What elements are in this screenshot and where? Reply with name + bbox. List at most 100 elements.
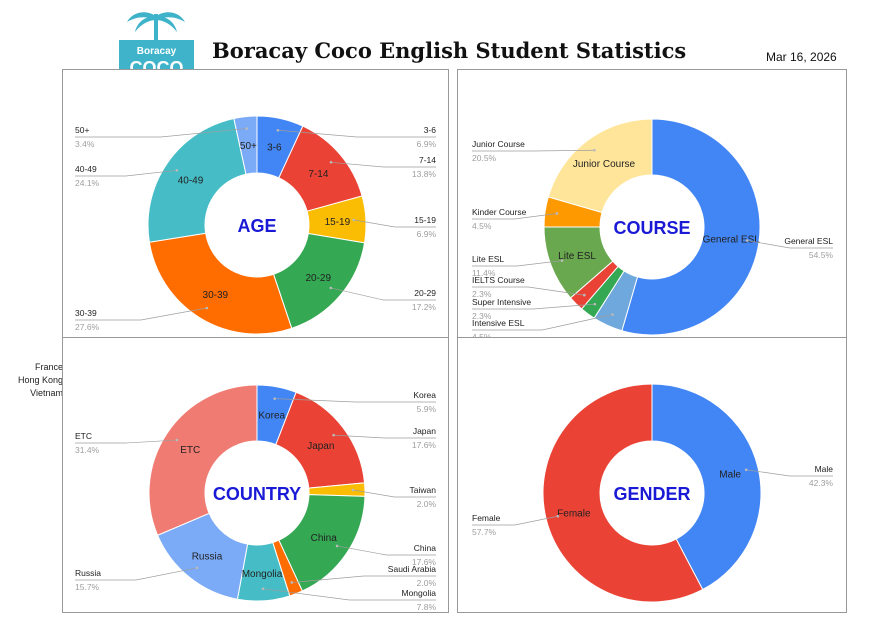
leader-line-intensive-esl	[472, 314, 613, 331]
report-date: Mar 16, 2026	[766, 50, 837, 64]
outer-label-kinder-course: Kinder Course	[472, 207, 527, 217]
slice-40-49	[147, 117, 247, 243]
outer-value-japan: 17.6%	[412, 440, 437, 450]
slice-label-junior-course: Junior Course	[573, 159, 636, 170]
outer-value-20-29: 17.2%	[412, 302, 437, 312]
outer-label-lite-esl: Lite ESL	[472, 254, 504, 264]
labels: General ESL General ESL 54.5% Intensive ESL…	[472, 139, 833, 342]
leader-line-ielts-course	[472, 286, 585, 296]
outer-label-saudi-arabia: Saudi Arabia	[388, 564, 436, 574]
donut-hole	[601, 176, 703, 278]
outer-label-korea: Korea	[413, 390, 436, 400]
leader-line-lite-esl	[472, 260, 563, 267]
age-chart-panel: 3-6 3-6 6.9% 7-14 7-14 13.8% 15-19 15-19 6.9% 20-…	[62, 69, 449, 341]
leader-dot-female	[556, 514, 560, 518]
leader-dot-super-intensive	[593, 302, 597, 306]
page-title: Boracay Coco English Student Statistics	[212, 38, 687, 63]
outer-label-china: China	[414, 543, 436, 553]
slices	[147, 115, 367, 335]
leader-dot-general-esl	[745, 239, 749, 242]
outer-value-mongolia: 7.8%	[417, 602, 437, 612]
outer-value-saudi-arabia: 2.0%	[417, 578, 437, 588]
leader-line-male	[746, 469, 833, 477]
leader-line-china	[337, 545, 436, 556]
labels: 3-6 3-6 6.9% 7-14 7-14 13.8% 15-19 15-19 6.9% 20-…	[75, 125, 436, 332]
outer-label-20-29: 20-29	[414, 288, 436, 298]
outer-label-taiwan: Taiwan	[410, 485, 437, 495]
svg-text:Boracay: Boracay	[137, 46, 177, 57]
outer-label-japan: Japan	[413, 426, 436, 436]
leader-dot-30-39	[205, 306, 209, 310]
outer-label-etc: ETC	[75, 431, 92, 441]
outer-value-female: 57.7%	[472, 527, 497, 537]
leader-dot-japan	[332, 433, 335, 437]
leader-dot-korea	[273, 397, 276, 400]
outer-value-15-19: 6.9%	[417, 229, 437, 239]
leader-line-3-6	[277, 129, 436, 138]
leader-dot-russia	[195, 566, 199, 570]
country-chart-panel: Korea Korea 5.9% Japan Japan 17.6% Taiwan 2.0% C…	[62, 337, 449, 613]
slice-junior-course	[547, 118, 653, 214]
outer-value-super-intensive: 2.3%	[472, 311, 492, 321]
labels: Male Male 42.3% Female Female 57.7%	[472, 464, 833, 537]
outer-value-40-49: 24.1%	[75, 178, 100, 188]
outer-label-50: 50+	[75, 125, 89, 135]
outer-value-lite-esl: 11.4%	[472, 268, 496, 278]
leader-line-kinder-course	[472, 213, 558, 220]
leader-dot-15-19	[352, 218, 356, 222]
leader-line-50	[75, 128, 247, 138]
slice-male	[651, 383, 762, 591]
leader-line-15-19	[353, 219, 436, 228]
outer-label-7-14: 7-14	[419, 155, 436, 165]
course-chart-panel: General ESL General ESL 54.5% Intensive ESL…	[457, 69, 847, 342]
center-label: GENDER	[613, 484, 690, 504]
leader-dot-taiwan	[351, 488, 355, 492]
outer-value-male: 42.3%	[809, 478, 834, 488]
outer-value-russia: 15.7%	[75, 582, 100, 592]
leader-dot-saudi-arabia	[290, 581, 294, 584]
leader-dot-ielts-course	[583, 293, 586, 297]
outer-label-junior-course: Junior Course	[472, 139, 525, 149]
labels: Korea Korea 5.9% Japan Japan 17.6% Taiwan 2.0% C…	[75, 390, 436, 612]
slices	[542, 383, 762, 603]
slice-label-30-39: 30-39	[203, 290, 229, 301]
outer-label-female: Female	[472, 513, 501, 523]
center-label: COUNTRY	[213, 484, 301, 504]
outer-value-etc: 31.4%	[75, 445, 100, 455]
leader-dot-lite-esl	[560, 259, 564, 262]
slice-label-female: Female	[557, 508, 591, 519]
outer-label-russia: Russia	[75, 568, 101, 578]
outer-label-40-49: 40-49	[75, 164, 97, 174]
slice-label-mongolia: Mongolia	[242, 569, 283, 580]
age-donut-chart: 3-6 3-6 6.9% 7-14 7-14 13.8% 15-19 15-19 6.9% 20-…	[75, 115, 436, 335]
outer-value-korea: 5.9%	[417, 404, 437, 414]
leader-line-7-14	[330, 161, 436, 168]
outer-label-male: Male	[815, 464, 834, 474]
slice-50	[233, 115, 258, 175]
slice-label-korea: Korea	[258, 410, 285, 421]
leader-line-30-39	[75, 307, 207, 321]
leader-line-mongolia	[262, 588, 436, 601]
leader-dot-mongolia	[261, 587, 265, 591]
side-note-france: France	[34, 362, 63, 372]
palm-tree-icon	[127, 12, 185, 44]
gender-donut-chart: Male Male 42.3% Female Female 57.7% GENDER	[472, 383, 833, 603]
leader-dot-china	[335, 544, 339, 548]
outer-value-7-14: 13.8%	[412, 169, 437, 179]
leader-line-junior-course	[472, 149, 595, 152]
outer-label-30-39: 30-39	[75, 308, 97, 318]
side-note-vietnam: Vietnam	[30, 388, 63, 398]
slice-etc	[148, 384, 258, 536]
leader-dot-etc	[175, 438, 179, 442]
outer-value-ielts-course: 2.3%	[472, 289, 492, 299]
slice-general-esl	[621, 118, 761, 336]
leader-line-general-esl	[746, 240, 833, 249]
side-note-hong-kong: Hong Kong	[17, 375, 63, 385]
slice-30-39	[148, 232, 293, 335]
outer-value-3-6: 6.9%	[417, 139, 437, 149]
slice-label-20-29: 20-29	[305, 273, 331, 284]
country-donut-chart: Korea Korea 5.9% Japan Japan 17.6% Taiwan 2.0% C…	[75, 384, 436, 612]
leader-line-korea	[274, 398, 436, 403]
outer-value-taiwan: 2.0%	[417, 499, 437, 509]
leader-line-20-29	[330, 287, 436, 301]
